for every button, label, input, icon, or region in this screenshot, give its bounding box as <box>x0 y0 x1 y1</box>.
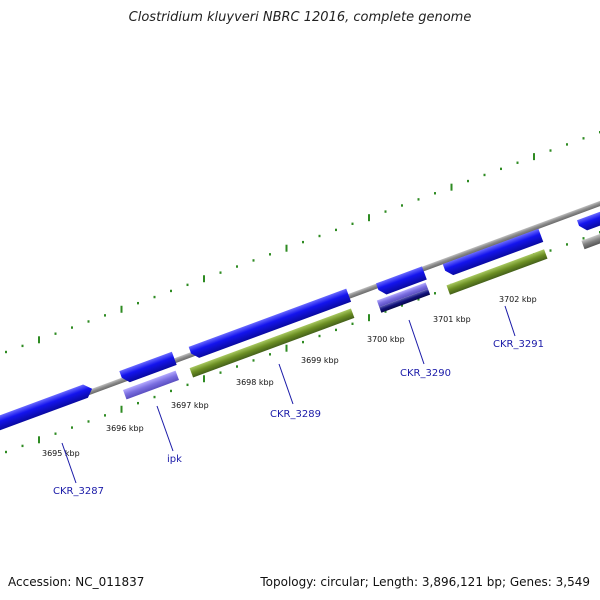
gene-track <box>123 230 600 400</box>
gene-arrow-3[interactable] <box>188 288 352 360</box>
gene-bar-ipk[interactable] <box>123 370 179 400</box>
gene-bar-ckr3291[interactable] <box>446 249 548 295</box>
gene-arrow-2[interactable] <box>119 351 177 385</box>
kbp-label: 3695 kbp <box>42 449 80 458</box>
gene-label-ckr3291[interactable]: CKR_3291 <box>493 339 544 350</box>
kbp-label: 3699 kbp <box>301 356 339 365</box>
gene-bar-gray[interactable] <box>581 230 600 250</box>
gene-label-ckr3287[interactable]: CKR_3287 <box>53 486 104 497</box>
forward-strand <box>0 205 600 434</box>
gene-label-ckr3290[interactable]: CKR_3290 <box>400 368 451 379</box>
gene-label-ipk[interactable]: ipk <box>167 454 182 465</box>
kbp-label: 3697 kbp <box>171 401 209 410</box>
gene-label-ckr3289[interactable]: CKR_3289 <box>270 409 321 420</box>
accession-text: Accession: NC_011837 <box>8 575 145 589</box>
gene-bar-ckr3290[interactable] <box>376 282 431 313</box>
gene-arrow-4[interactable] <box>376 266 427 296</box>
genome-stats-text: Topology: circular; Length: 3,896,121 bp… <box>260 575 590 589</box>
kbp-label: 3696 kbp <box>106 424 144 433</box>
kbp-labels: 3695 kbp 3696 kbp 3697 kbp 3698 kbp 3699… <box>42 295 537 458</box>
outer-tick-track <box>5 131 600 354</box>
kbp-label: 3702 kbp <box>499 295 537 304</box>
kbp-label: 3701 kbp <box>433 315 471 324</box>
gene-arrow-1[interactable] <box>0 382 95 434</box>
map-title: Clostridium kluyveri NBRC 12016, complet… <box>128 10 472 25</box>
gene-labels: CKR_3287 ipk CKR_3289 CKR_3290 CKR_3291 <box>53 339 544 497</box>
gene-arrow-6[interactable] <box>576 205 600 233</box>
kbp-label: 3698 kbp <box>236 378 274 387</box>
gene-arrow-5[interactable] <box>442 228 544 278</box>
leader-lines <box>61 305 516 484</box>
kbp-label: 3700 kbp <box>367 335 405 344</box>
gene-bar-ckr3289[interactable] <box>189 308 355 378</box>
